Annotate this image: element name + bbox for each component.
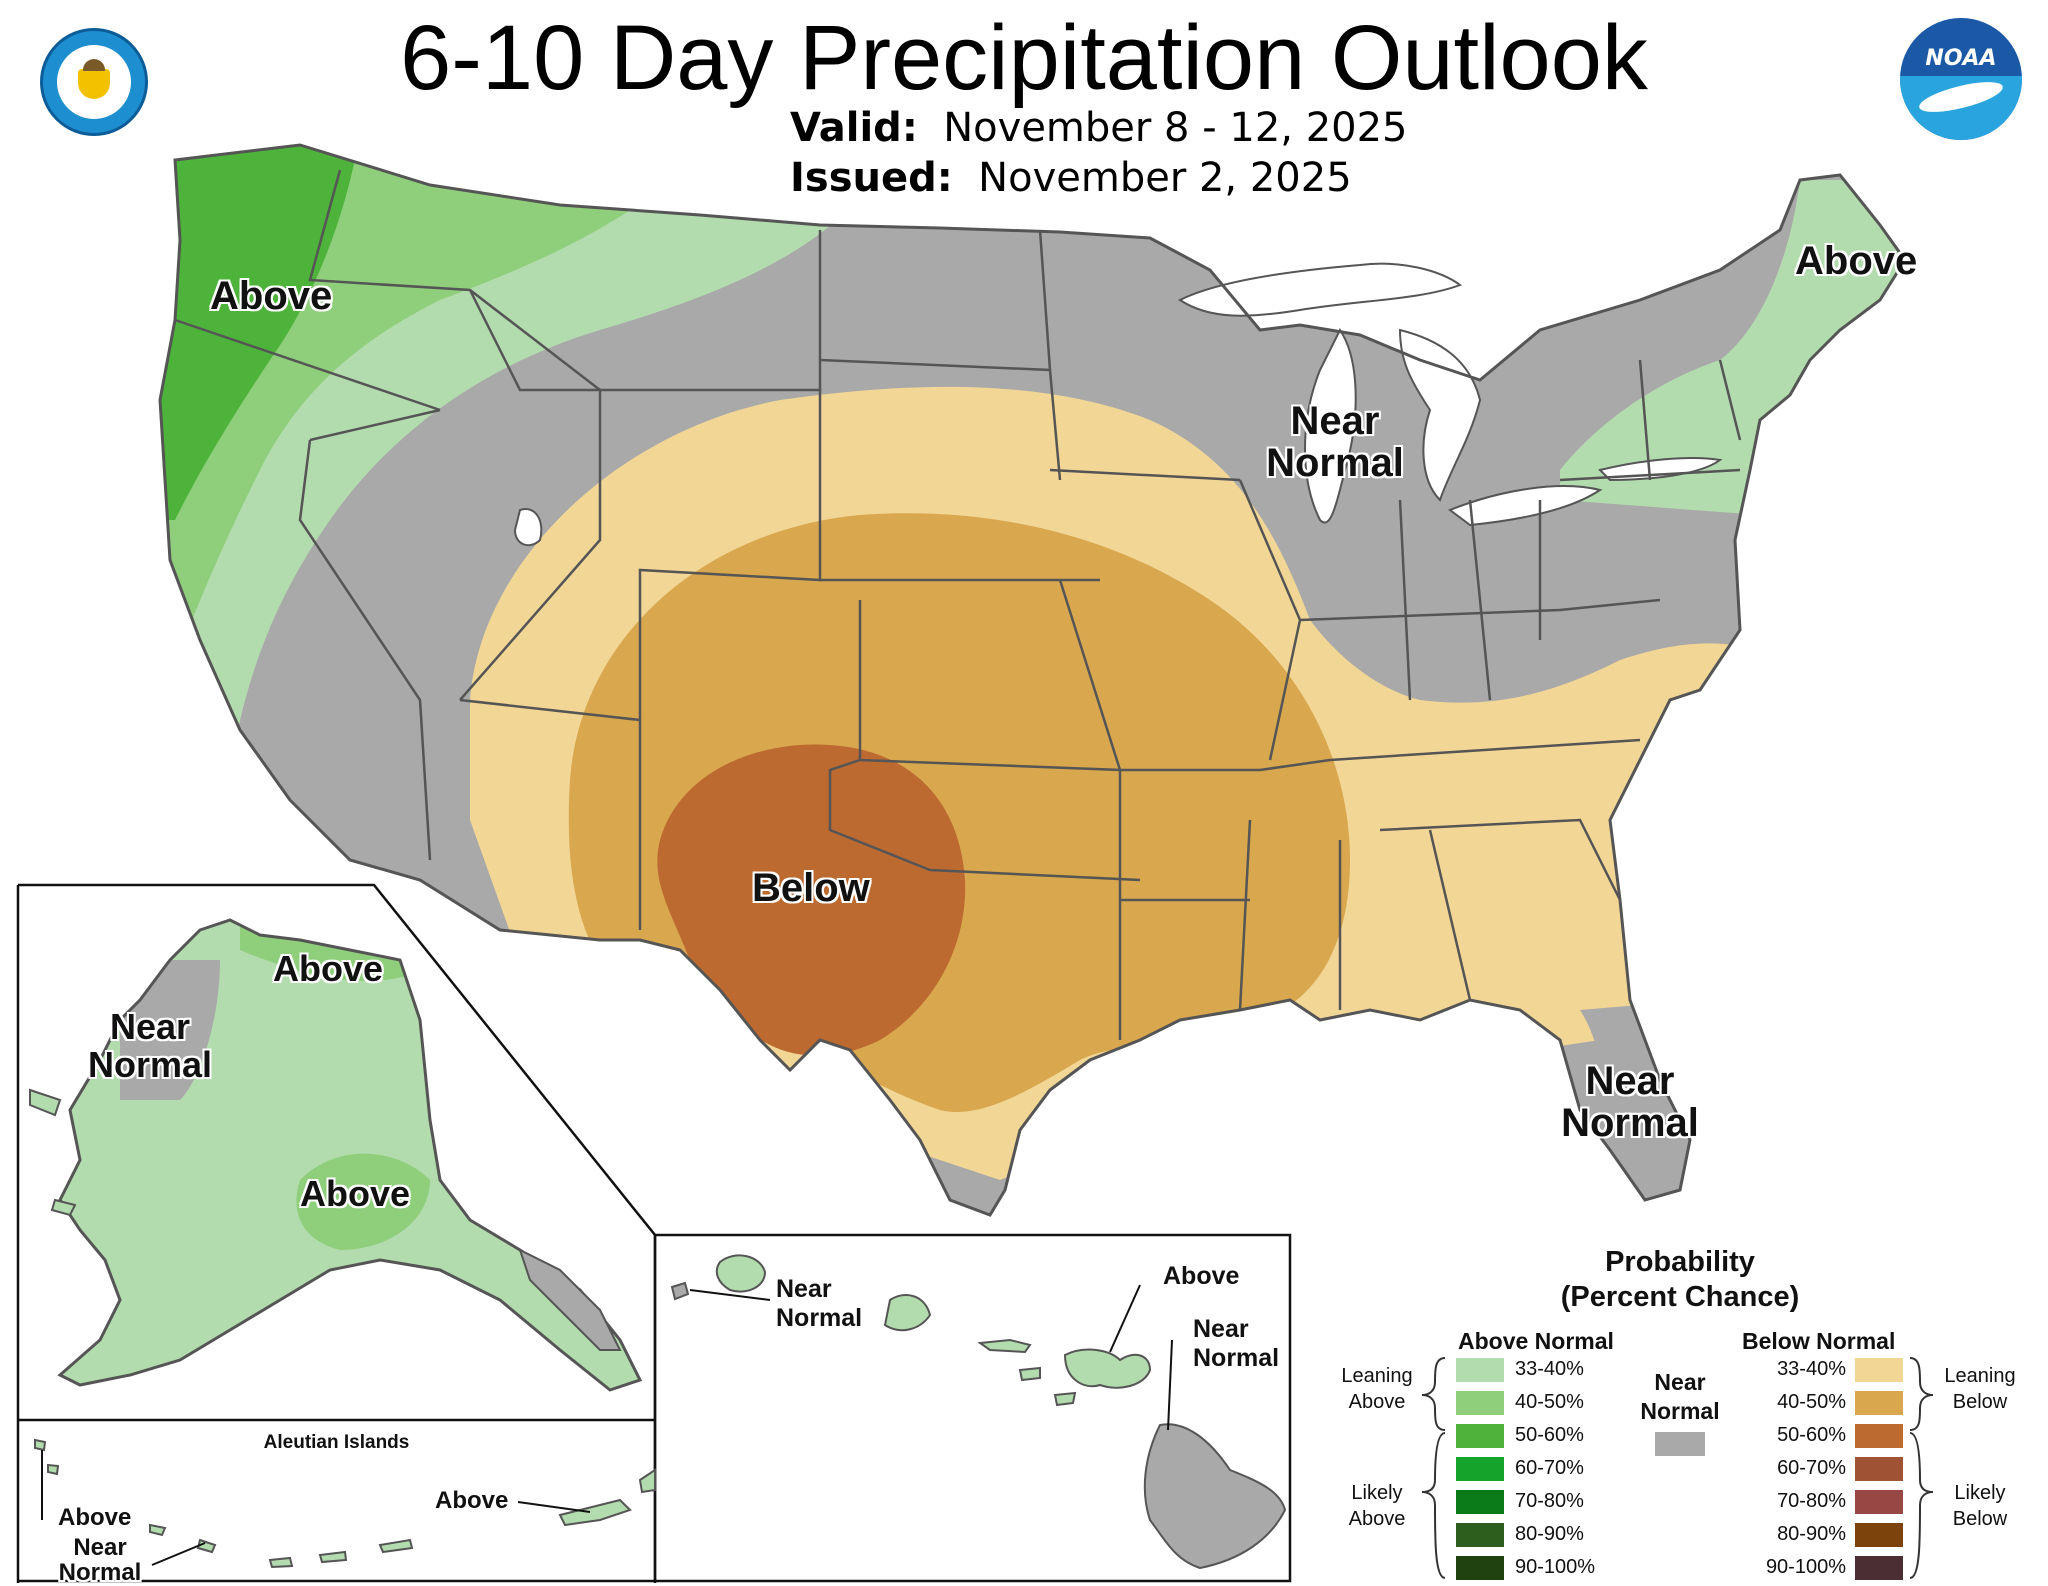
hawaii-map <box>670 1254 1287 1570</box>
legend-above-swatch <box>1456 1556 1504 1580</box>
label-hi-near-normal-kauai: Near Normal <box>776 1275 863 1332</box>
legend-likely-above: Likely Above <box>1348 1482 1406 1530</box>
legend-below-row-label: 60-70% <box>1777 1457 1846 1479</box>
legend-above-swatch <box>1456 1490 1504 1514</box>
label-near-normal-florida: Near Normal <box>1561 1059 1699 1145</box>
label-ak-near-normal: Near Normal <box>87 1006 213 1085</box>
valid-label: Valid: <box>790 105 918 151</box>
issued-date: November 2, 2025 <box>978 155 1352 201</box>
great-lakes <box>513 262 1723 547</box>
legend-below-row-label: 50-60% <box>1777 1424 1846 1446</box>
aleutian-title: Aleutian Islands <box>263 1432 410 1453</box>
legend-below-row-label: 90-100% <box>1765 1556 1846 1578</box>
legend-above-row-label: 50-60% <box>1515 1424 1584 1446</box>
legend-near-normal-label: Near Normal <box>1640 1369 1720 1424</box>
dept-of-commerce-seal-icon <box>40 28 148 136</box>
legend-above-swatch <box>1456 1358 1504 1382</box>
label-below: Below <box>752 866 870 910</box>
legend-above-row-label: 40-50% <box>1515 1391 1584 1413</box>
legend-below-swatch <box>1855 1358 1903 1382</box>
legend-above-row-label: 90-100% <box>1515 1556 1596 1578</box>
issued-label: Issued: <box>790 155 953 201</box>
legend-swatches <box>1456 1358 1903 1580</box>
legend-below-swatch <box>1855 1490 1903 1514</box>
label-aleutian-above-left: Above <box>58 1504 132 1531</box>
label-ak-above-north: Above <box>273 948 384 989</box>
legend-below-swatch <box>1855 1391 1903 1415</box>
legend-below-swatch <box>1855 1457 1903 1481</box>
legend-above-swatch <box>1456 1391 1504 1415</box>
label-hi-near-normal-big-island: Near Normal <box>1193 1315 1280 1372</box>
noaa-logo-text: NOAA <box>1925 46 1997 71</box>
legend-above-swatch <box>1456 1457 1504 1481</box>
legend-below-header: Below Normal <box>1742 1328 1896 1354</box>
label-aleutian-near-normal: Near Normal <box>58 1534 142 1586</box>
valid-date: November 8 - 12, 2025 <box>943 105 1408 151</box>
legend-below-row-label: 80-90% <box>1777 1523 1846 1545</box>
legend-below-swatch <box>1855 1424 1903 1448</box>
legend-above-row-label: 70-80% <box>1515 1490 1584 1512</box>
issued-line: Issued: November 2, 2025 <box>790 155 1352 201</box>
legend-above-row-label: 60-70% <box>1515 1457 1584 1479</box>
legend-below-row-label: 40-50% <box>1777 1391 1846 1413</box>
legend-above-row-label: 80-90% <box>1515 1523 1584 1545</box>
legend-above-row-label: 33-40% <box>1515 1358 1584 1380</box>
legend-leaning-below: Leaning Below <box>1944 1365 2016 1413</box>
legend-below-swatch <box>1855 1523 1903 1547</box>
legend-above-header: Above Normal <box>1458 1328 1614 1354</box>
legend-above-swatch <box>1456 1424 1504 1448</box>
legend-likely-below: Likely Below <box>1952 1482 2008 1530</box>
legend-above-swatch <box>1456 1523 1504 1547</box>
label-above-west: Above <box>210 274 333 318</box>
near-normal-swatch <box>1655 1432 1705 1456</box>
label-aleutian-above-right: Above <box>435 1487 509 1514</box>
label-hi-above-maui: Above <box>1163 1262 1240 1290</box>
page-title: 6-10 Day Precipitation Outlook <box>400 7 1648 109</box>
label-near-normal-great-lakes: Near Normal <box>1266 399 1404 485</box>
label-ak-above-south: Above <box>300 1173 411 1214</box>
legend-leaning-above: Leaning Above <box>1341 1365 1413 1413</box>
legend-below-row-label: 70-80% <box>1777 1490 1846 1512</box>
legend-title: Probability (Percent Chance) <box>1560 1246 1800 1313</box>
legend-braces <box>1421 1357 1934 1579</box>
label-above-northeast: Above <box>1795 239 1918 283</box>
state-borders <box>158 143 1907 1217</box>
legend-below-swatch <box>1855 1556 1903 1580</box>
aleutian-islands-map <box>34 1438 656 1569</box>
legend-below-row-label: 33-40% <box>1777 1358 1846 1380</box>
valid-line: Valid: November 8 - 12, 2025 <box>790 105 1408 151</box>
